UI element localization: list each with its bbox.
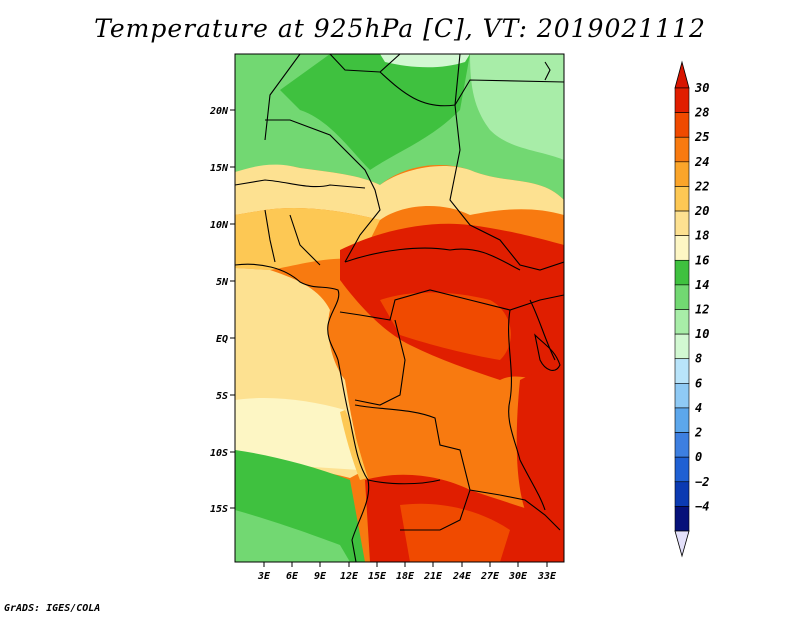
lat-label: 10N [210, 220, 229, 231]
border-central-2 [449, 104, 564, 271]
map-frame [234, 53, 565, 563]
colorbar-label: 18 [695, 229, 709, 243]
colorbar-segments [674, 87, 690, 532]
colorbar-label: 20 [694, 204, 709, 218]
colorbar-segment [674, 456, 690, 483]
colorbar-label: 12 [695, 303, 709, 317]
field-north-pale [380, 54, 470, 68]
border-car [344, 247, 521, 271]
colorbar-label: 16 [695, 253, 709, 267]
lon-label: 27E [480, 571, 500, 582]
colorbar-segment [674, 481, 690, 507]
lat-axis: 20N 15N 10N 5N EQ 5S 10S 15S [209, 106, 235, 515]
lon-label: 12E [340, 571, 359, 582]
border-congo-west [354, 319, 406, 406]
colorbar-label: −4 [695, 499, 709, 513]
colorbar-segment [674, 136, 690, 163]
colorbar-label: −2 [695, 475, 709, 489]
colorbar-segment [674, 383, 690, 409]
colorbar-segment [674, 407, 690, 433]
colorbar-top-arrow [674, 60, 690, 89]
lon-label: 3E [257, 571, 271, 582]
lon-label: 21E [423, 571, 443, 582]
colorbar-label: 22 [694, 179, 709, 193]
border-congo-north [339, 289, 564, 321]
field-south-orange [400, 503, 510, 562]
colorbar-segment [674, 432, 690, 458]
border-zambia [400, 489, 471, 531]
colorbar-segment [674, 259, 690, 286]
colorbar-segment [674, 358, 690, 384]
lon-label: 33E [537, 571, 557, 582]
field-south-light-green [235, 510, 350, 562]
field-coast-yellow [340, 410, 368, 480]
country-borders [235, 54, 564, 562]
coastline [235, 263, 370, 562]
colorbar-label: 4 [695, 401, 702, 415]
border-namibia [367, 479, 441, 485]
colorbar-segment [674, 161, 690, 187]
lat-label: EQ [216, 334, 228, 345]
field-sahel-yellow [235, 164, 564, 220]
lake-victoria [534, 333, 561, 371]
field-north-dark-green [280, 54, 470, 170]
colorbar-segment [674, 87, 690, 113]
border-north-1 [329, 54, 401, 73]
colorbar-segment [674, 506, 690, 532]
border-lake [519, 459, 546, 511]
colorbar-segment [674, 210, 690, 236]
lon-label: 30E [508, 571, 528, 582]
colorbar-label: 0 [695, 450, 702, 464]
map-title: Temperature at 925hPa [C], VT: 201902111… [94, 14, 706, 43]
border-central-1 [265, 119, 381, 263]
lon-label: 9E [314, 571, 327, 582]
colorbar-bottom-arrow [674, 530, 690, 558]
colorbar-segment [674, 284, 690, 310]
border-uganda [529, 299, 556, 361]
lon-label: 24E [452, 571, 472, 582]
colorbar-segment [674, 112, 690, 138]
colorbar-label: 30 [694, 81, 709, 95]
colorbar-label: 2 [694, 426, 702, 440]
lat-label: 10S [210, 448, 228, 459]
lat-label: 5N [216, 277, 229, 288]
footer-credit: GrADS: IGES/COLA [4, 603, 101, 614]
lon-label: 18E [396, 571, 415, 582]
lat-label: 20N [209, 106, 229, 117]
colorbar-segment [674, 309, 690, 335]
colorbar-segment [674, 235, 690, 261]
border-drc-east [508, 309, 521, 461]
field-ocean-paler [235, 398, 360, 470]
border-angola [354, 404, 501, 496]
border-west-1 [264, 209, 276, 263]
lon-label: 15E [368, 571, 387, 582]
colorbar-label: 14 [695, 278, 709, 292]
colorbar-segment [674, 333, 690, 360]
lon-axis: 3E 6E 9E 12E 15E 18E 21E 24E 27E 30E 33E [257, 562, 557, 582]
border-north-3 [454, 79, 564, 106]
lat-label: 15N [210, 163, 229, 174]
lat-label: 15S [210, 504, 228, 515]
colorbar-label: 24 [694, 155, 709, 169]
colorbar-label: 8 [695, 352, 702, 366]
colorbar-label: 28 [694, 106, 709, 120]
colorbar-segment [674, 186, 690, 212]
lat-label: 5S [216, 391, 228, 402]
border-ne [544, 61, 551, 81]
lon-label: 6E [286, 571, 299, 582]
temperature-field [235, 54, 564, 562]
border-west-2 [289, 214, 321, 266]
field-east-red [516, 368, 564, 541]
border-sahel [235, 179, 366, 189]
border-north-4 [264, 54, 301, 141]
border-south-east [499, 494, 561, 531]
colorbar-label: 25 [694, 130, 709, 144]
colorbar-label: 10 [695, 327, 709, 341]
border-north-2 [379, 54, 461, 107]
field-central-orange [380, 292, 511, 360]
colorbar-label: 6 [695, 376, 702, 390]
